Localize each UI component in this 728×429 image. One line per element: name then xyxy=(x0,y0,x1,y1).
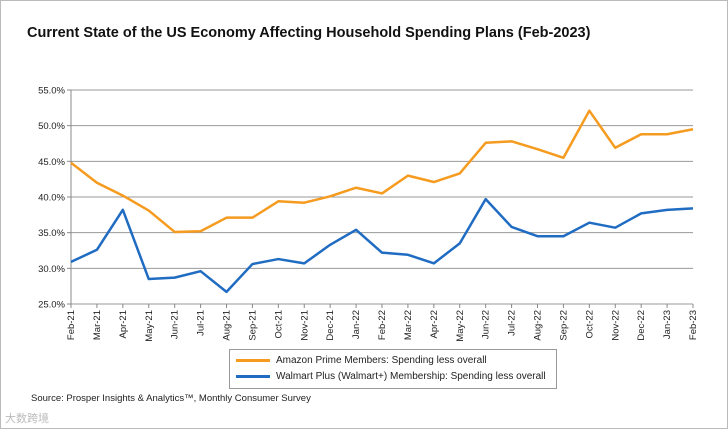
legend-swatch xyxy=(236,375,270,378)
x-tick-label: Apr-22 xyxy=(429,310,440,339)
legend: Amazon Prime Members: Spending less over… xyxy=(229,349,557,389)
legend-item-amazon: Amazon Prime Members: Spending less over… xyxy=(236,355,487,366)
y-tick-label: 40.0% xyxy=(38,193,65,204)
x-tick-label: Jan-22 xyxy=(351,310,362,339)
line-chart: 25.0% 30.0% 35.0% 40.0% 45.0% 50.0% 55.0% Feb-2… xyxy=(38,86,699,342)
x-tick-label: Mar-21 xyxy=(92,310,103,340)
x-tick-label: Jan-23 xyxy=(662,310,673,339)
series-line-walmart xyxy=(70,197,694,294)
x-tick-label: Dec-21 xyxy=(325,310,336,341)
series-line-amazon xyxy=(70,109,694,234)
x-tick-label: Oct-22 xyxy=(584,310,595,339)
x-tick-label: Apr-21 xyxy=(118,310,129,339)
x-tick-label: May-21 xyxy=(144,310,155,342)
y-tick-label: 45.0% xyxy=(38,157,65,168)
legend-label: Walmart Plus (Walmart+) Membership: Spen… xyxy=(276,371,546,382)
y-tick-label: 55.0% xyxy=(38,86,65,97)
x-tick-label: Jul-22 xyxy=(507,310,518,336)
x-tick-label: Aug-22 xyxy=(533,310,544,341)
y-tick-label: 35.0% xyxy=(38,228,65,239)
y-tick-label: 25.0% xyxy=(38,300,65,311)
x-tick-label: Jun-22 xyxy=(481,310,492,339)
legend-label: Amazon Prime Members: Spending less over… xyxy=(276,355,487,366)
x-tick-label: Feb-21 xyxy=(66,310,77,340)
y-tick-label: 30.0% xyxy=(38,264,65,275)
legend-item-walmart: Walmart Plus (Walmart+) Membership: Spen… xyxy=(236,371,546,382)
x-tick-label: Nov-22 xyxy=(610,310,621,341)
x-tick-label: Sep-21 xyxy=(247,310,258,341)
source-note: Source: Prosper Insights & Analytics™, M… xyxy=(31,393,311,404)
legend-swatch xyxy=(236,359,270,362)
x-tick-label: Jul-21 xyxy=(196,310,207,336)
x-tick-label: May-22 xyxy=(455,310,466,342)
x-tick-label: Dec-22 xyxy=(636,310,647,341)
x-tick-label: Aug-21 xyxy=(222,310,233,341)
watermark: 大数跨境 xyxy=(5,413,49,425)
y-tick-label: 50.0% xyxy=(38,121,65,132)
x-tick-label: Feb-23 xyxy=(688,310,699,340)
chart-title: Current State of the US Economy Affectin… xyxy=(27,25,591,41)
x-tick-label: Jun-21 xyxy=(170,310,181,339)
x-tick-label: Feb-22 xyxy=(377,310,388,340)
x-tick-label: Sep-22 xyxy=(558,310,569,341)
x-tick-label: Nov-21 xyxy=(299,310,310,341)
x-tick-label: Mar-22 xyxy=(403,310,414,340)
x-tick-label: Oct-21 xyxy=(273,310,284,339)
